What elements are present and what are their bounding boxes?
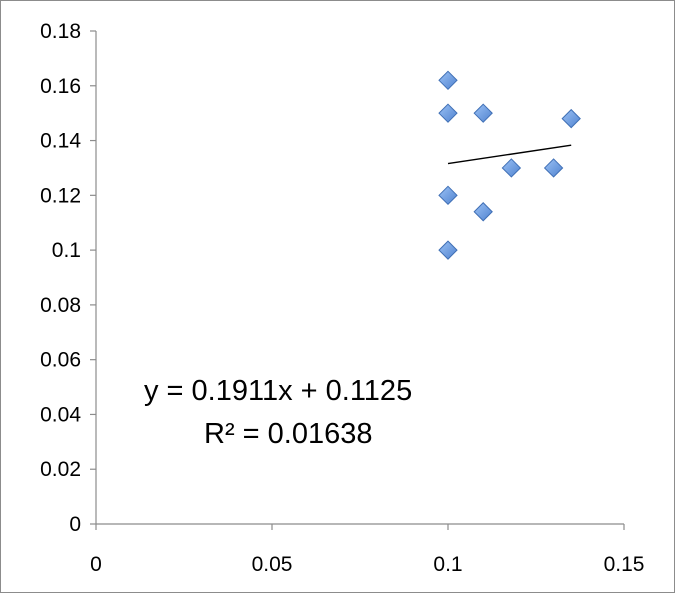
y-tick-label: 0.14 [40, 130, 81, 153]
y-tick-label: 0.04 [40, 403, 81, 426]
data-points [438, 70, 581, 260]
x-tick-label: 0.1 [433, 553, 462, 576]
data-point [438, 240, 458, 260]
data-point [438, 103, 458, 123]
data-point [501, 158, 522, 178]
x-axis-ticks: 0 0.05 0.1 0.15 [90, 524, 644, 576]
y-tick-label: 0.06 [40, 349, 81, 372]
y-tick-label: 0 [69, 513, 81, 536]
r-squared-annotation: R² = 0.01638 [204, 418, 372, 450]
y-axis-ticks: 0 0.02 0.04 0.06 0.08 0.1 0.12 0.14 0.16 0.18 [40, 20, 96, 536]
x-tick-label: 0.05 [252, 553, 293, 576]
y-tick-label: 0.02 [40, 458, 81, 481]
data-point [473, 103, 493, 123]
y-tick-label: 0.12 [40, 184, 81, 207]
trendline [447, 144, 572, 165]
data-point [561, 108, 581, 129]
data-point [473, 202, 493, 222]
trendline-group [447, 144, 572, 165]
y-tick-label: 0.18 [40, 20, 81, 43]
y-tick-label: 0.16 [40, 75, 81, 98]
y-tick-label: 0.1 [52, 239, 81, 262]
data-point [543, 158, 564, 178]
data-point [438, 185, 458, 206]
y-tick-label: 0.08 [40, 294, 81, 317]
x-tick-label: 0 [90, 553, 102, 576]
equation-annotation: y = 0.1911x + 0.1125 [144, 375, 412, 407]
data-point [438, 70, 458, 91]
x-tick-label: 0.15 [604, 553, 645, 576]
